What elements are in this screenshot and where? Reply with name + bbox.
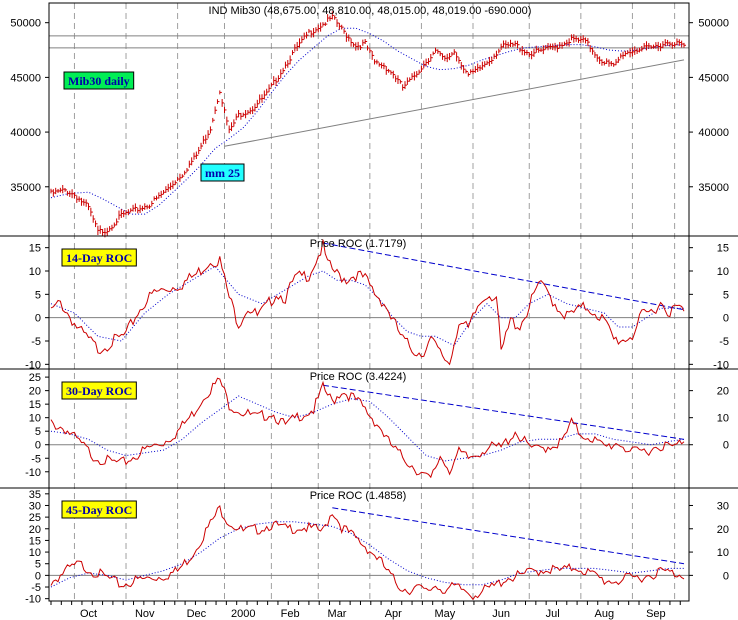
label-box-main-text: Mib30 daily bbox=[68, 74, 130, 88]
y-tick-label-right: 10 bbox=[717, 547, 729, 559]
x-tick-label: Sep bbox=[646, 608, 666, 620]
trendline bbox=[332, 507, 685, 565]
y-tick-label-right: 20 bbox=[717, 386, 729, 398]
y-tick-label-right: -5 bbox=[719, 336, 729, 348]
y-tick-label-right: 0 bbox=[723, 313, 729, 325]
label-box-roc bbox=[61, 500, 137, 519]
y-tick-label-left: 5 bbox=[35, 559, 41, 571]
y-tick-label-right: 50000 bbox=[698, 18, 729, 30]
moving-average-line bbox=[50, 27, 685, 215]
y-tick-label-left: 50000 bbox=[10, 18, 41, 30]
y-tick-label-left: 25 bbox=[29, 372, 41, 384]
y-tick-label-right: 0 bbox=[723, 440, 729, 452]
y-tick-label-left: 0 bbox=[35, 570, 41, 582]
panel-title: Price ROC (1.7179) bbox=[310, 238, 407, 250]
y-tick-label-right: 45000 bbox=[698, 72, 729, 84]
y-tick-label-left: 30 bbox=[29, 500, 41, 512]
y-tick-label-right: 15 bbox=[717, 243, 729, 255]
x-tick-label: Dec bbox=[187, 608, 207, 620]
y-tick-label-left: -5 bbox=[31, 336, 41, 348]
moving-average-line bbox=[50, 521, 684, 588]
y-tick-label-right: 30 bbox=[717, 500, 729, 512]
y-tick-label-right: 10 bbox=[717, 413, 729, 425]
label-box-ma bbox=[200, 163, 245, 182]
x-tick-label: Apr bbox=[385, 608, 402, 620]
grid-layer bbox=[49, 3, 689, 601]
y-tick-label-left: -10 bbox=[25, 594, 41, 606]
y-tick-label-left: 40000 bbox=[10, 127, 41, 139]
y-tick-label-left: 5 bbox=[35, 426, 41, 438]
label-box-roc-text: 45-Day ROC bbox=[66, 503, 132, 517]
label-box-ma-text: mm 25 bbox=[205, 166, 240, 180]
x-tick-label: Feb bbox=[281, 608, 300, 620]
x-tick-label: Nov bbox=[135, 608, 155, 620]
y-tick-label-left: -10 bbox=[25, 359, 41, 371]
x-tick-label: Oct bbox=[80, 608, 97, 620]
y-tick-label-left: 35000 bbox=[10, 182, 41, 194]
y-tick-label-left: -10 bbox=[25, 467, 41, 479]
trendline bbox=[322, 242, 685, 311]
panel-title: IND Mib30 (48,675.00, 48,810.00, 48,015.… bbox=[209, 5, 532, 17]
y-tick-label-left: 15 bbox=[29, 243, 41, 255]
x-tick-label: May bbox=[434, 608, 455, 620]
moving-average-line bbox=[50, 395, 685, 462]
y-tick-label-left: 5 bbox=[35, 289, 41, 301]
y-tick-label-right: 40000 bbox=[698, 127, 729, 139]
y-tick-label-left: 0 bbox=[35, 440, 41, 452]
roc-line bbox=[50, 504, 685, 601]
roc-line bbox=[50, 239, 685, 366]
y-tick-label-left: 0 bbox=[35, 313, 41, 325]
x-tick-label: Aug bbox=[594, 608, 614, 620]
trendline bbox=[224, 59, 685, 147]
y-tick-label-right: -10 bbox=[713, 359, 729, 371]
panel-title: Price ROC (3.4224) bbox=[310, 371, 407, 383]
y-tick-label-right: 0 bbox=[723, 570, 729, 582]
plot-frame bbox=[48, 2, 690, 602]
y-tick-label-left: 10 bbox=[29, 413, 41, 425]
roc-line bbox=[50, 377, 685, 479]
y-tick-label-left: 45000 bbox=[10, 72, 41, 84]
label-box-roc-text: 30-Day ROC bbox=[66, 384, 132, 398]
y-tick-label-left: 20 bbox=[29, 386, 41, 398]
labels-layer: IND Mib30 (48,675.00, 48,810.00, 48,015.… bbox=[61, 5, 532, 519]
y-tick-label-left: 15 bbox=[29, 399, 41, 411]
moving-average-line bbox=[50, 265, 684, 347]
panel-title: Price ROC (1.4858) bbox=[310, 490, 407, 502]
y-tick-label-left: 15 bbox=[29, 535, 41, 547]
x-tick-label: Jul bbox=[546, 608, 560, 620]
y-tick-label-left: 35 bbox=[29, 489, 41, 501]
series-layer bbox=[50, 11, 686, 601]
label-box-roc bbox=[61, 248, 137, 267]
y-tick-label-right: 35000 bbox=[698, 182, 729, 194]
y-tick-label-right: 5 bbox=[723, 289, 729, 301]
x-tick-label: Mar bbox=[328, 608, 347, 620]
y-tick-label-right: 20 bbox=[717, 524, 729, 536]
y-tick-label-left: 10 bbox=[29, 547, 41, 559]
y-tick-label-left: 20 bbox=[29, 524, 41, 536]
label-box-roc bbox=[61, 381, 137, 400]
trendline bbox=[322, 384, 685, 440]
x-tick-label: 2000 bbox=[231, 608, 255, 620]
y-tick-label-right: 10 bbox=[717, 266, 729, 278]
y-tick-label-left: 10 bbox=[29, 266, 41, 278]
y-tick-label-left: -5 bbox=[31, 453, 41, 465]
y-tick-label-left: -5 bbox=[31, 582, 41, 594]
label-box-main bbox=[63, 71, 135, 90]
x-tick-label: Jun bbox=[492, 608, 510, 620]
y-tick-label-left: 25 bbox=[29, 512, 41, 524]
label-box-roc-text: 14-Day ROC bbox=[66, 251, 132, 265]
